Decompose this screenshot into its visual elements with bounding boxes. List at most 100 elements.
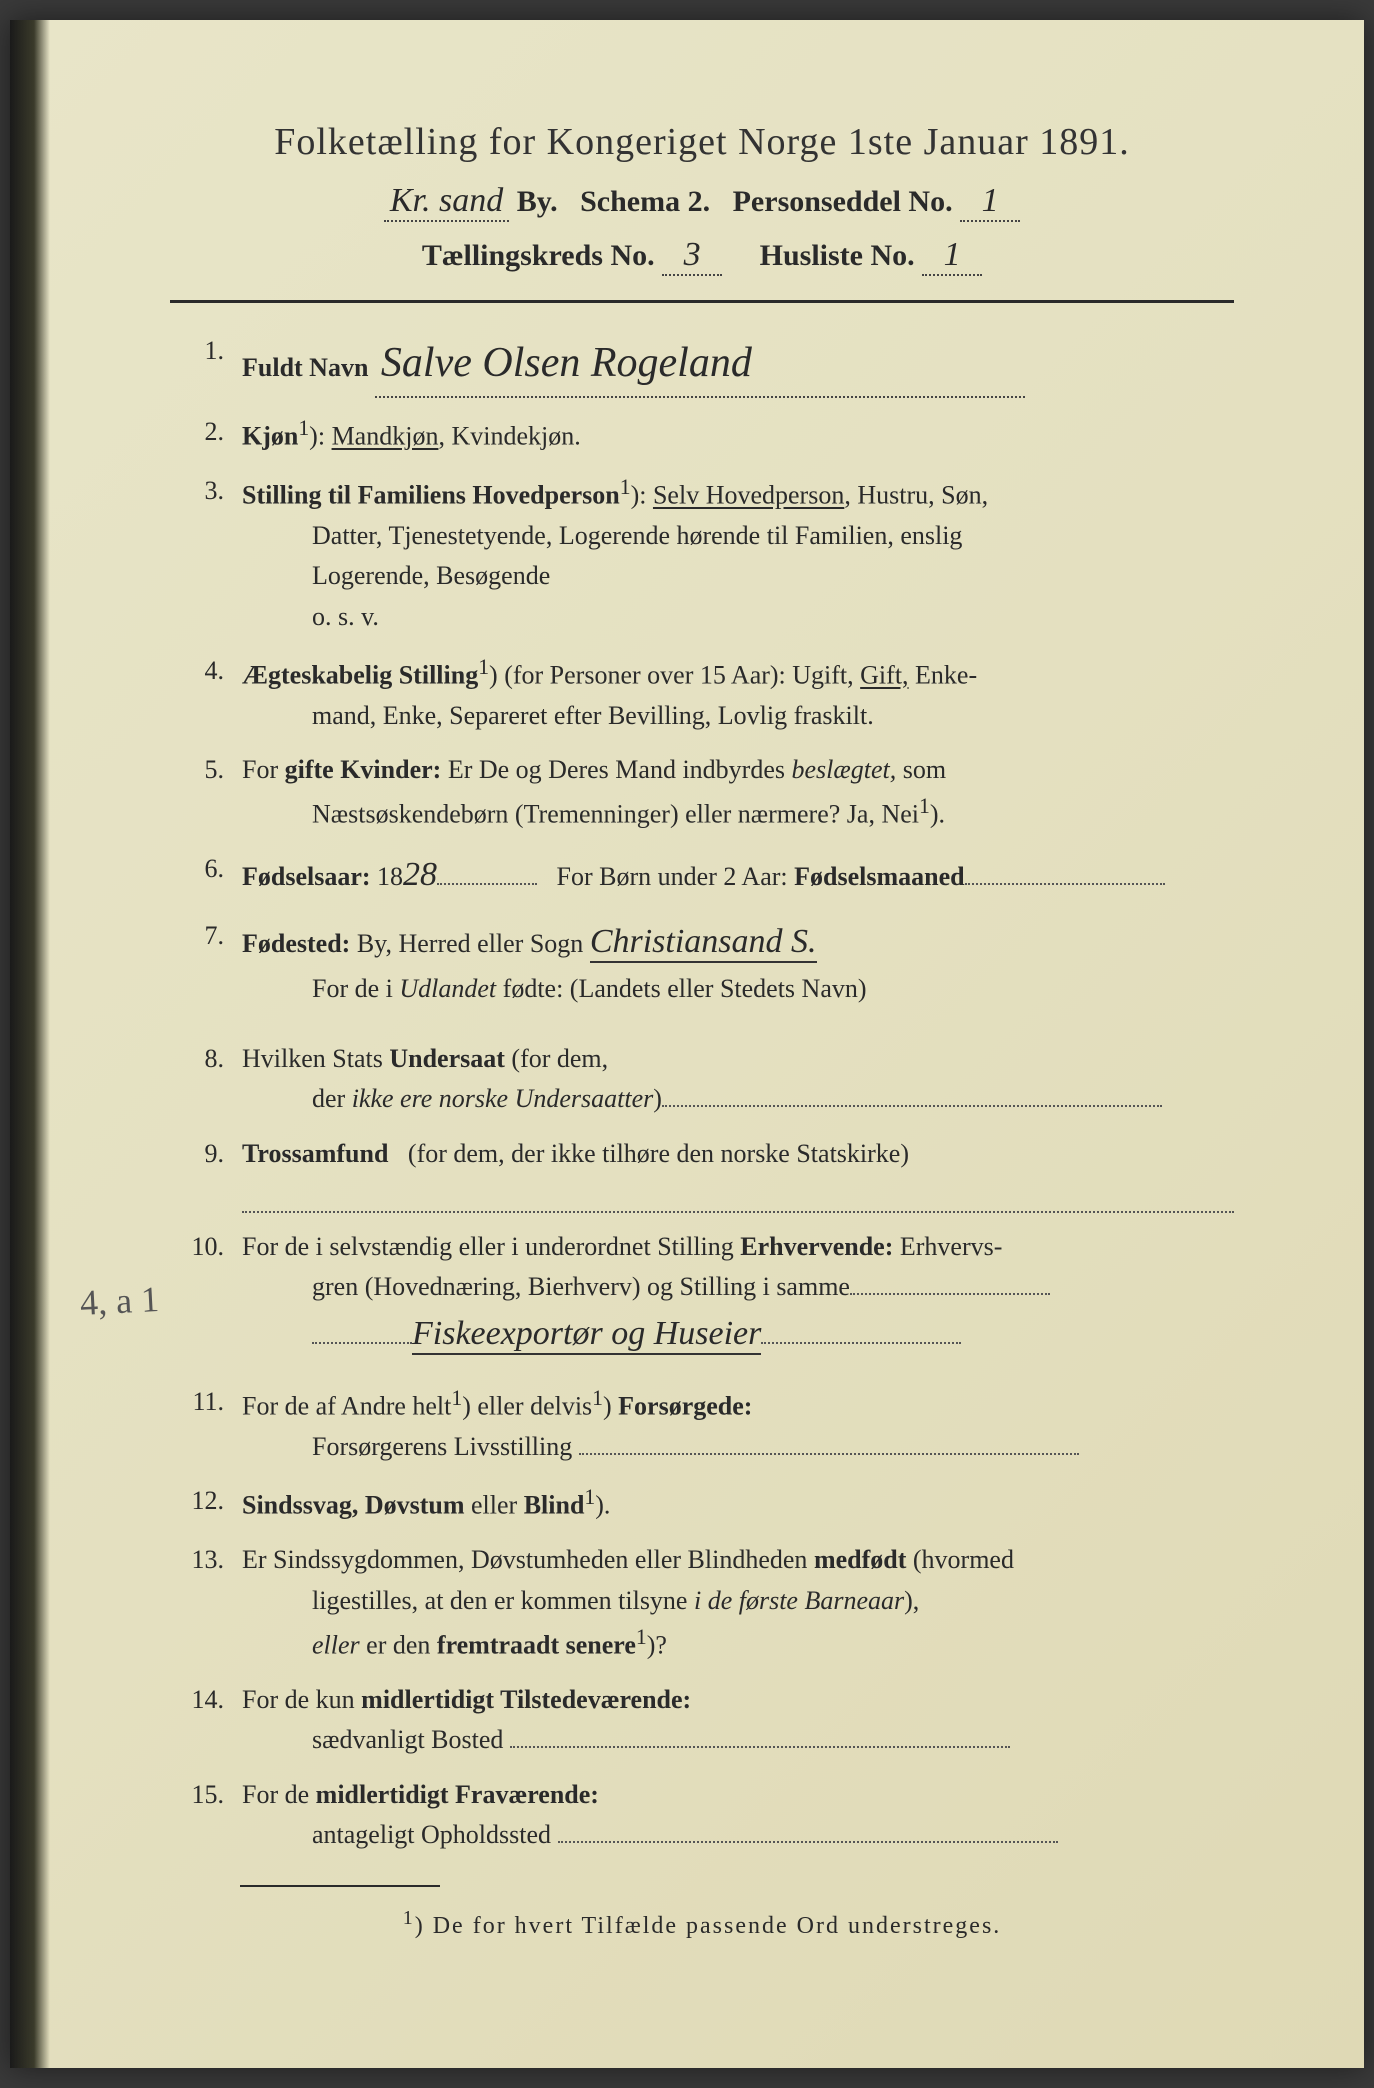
personseddel-no: 1 [960,182,1020,222]
item-num: 3. [180,471,242,637]
kreds-label: Tællingskreds No. [422,239,655,272]
item-text3: ) [603,1392,618,1421]
item-text2: Erhvervs- [893,1232,1002,1261]
dotfill [965,883,1165,885]
header-line-2: Kr. sand By. Schema 2. Personseddel No. … [170,182,1234,222]
item-4: 4. Ægteskabelig Stilling1) (for Personer… [180,651,1234,736]
item-label: Fødselsaar: [242,862,371,891]
item-num: 11. [180,1382,242,1467]
footnote-sup: 1 [403,1907,415,1929]
city-handwritten: Kr. sand [384,182,509,222]
header-line-3: Tællingskreds No. 3 Husliste No. 1 [170,236,1234,276]
item-label: Ægteskabelig Stilling [242,661,478,690]
item-text: Er De og Deres Mand indbyrdes [441,755,791,784]
occupation-handwritten: Fiskeexportør og Huseier [412,1315,761,1355]
footnote-ref: 1 [478,655,489,679]
item-num: 7. [180,916,242,1009]
item-pre: For [242,755,285,784]
item-label: Sindssvag, Døvstum [242,1491,465,1520]
item-text: For de kun [242,1685,361,1714]
item-num: 4. [180,651,242,736]
item-text: For Børn under 2 Aar: [557,862,795,891]
occupation-line: Fiskeexportør og Huseier [242,1308,1234,1361]
item-num: 1. [180,331,242,398]
footnote-ref: 1 [451,1386,462,1410]
item-num: 8. [180,1039,242,1120]
item-text: (for Personer over 15 Aar): Ugift, [498,661,860,690]
item-label: gifte Kvinder: [285,755,442,784]
item-11: 11. For de af Andre helt1) eller delvis1… [180,1382,1234,1467]
husliste-label: Husliste No. [760,239,915,272]
item-8: 8. Hvilken Stats Undersaat (for dem, der… [180,1039,1234,1120]
sex-underlined: Mandkjøn [332,422,439,451]
item-9: 9. Trossamfund (for dem, der ikke tilhør… [180,1134,1234,1213]
item-text: For de af Andre helt [242,1392,451,1421]
item-line3: eller er den fremtraadt senere1)? [242,1621,1234,1666]
item-label: Trossamfund [242,1139,388,1168]
dotfill [510,1746,1010,1748]
item-text: , Hustru, Søn, [844,481,988,510]
item-line2: ligestilles, at den er kommen tilsyne i … [242,1581,1234,1621]
item-line2: der ikke ere norske Undersaatter) [242,1079,1234,1119]
item-text: eller [465,1491,524,1520]
footnote-ref: 1 [584,1485,595,1509]
item-line3: Logerende, Besøgende [242,556,1234,596]
dotfill [662,1105,1162,1107]
item-label: midlertidigt Tilstedeværende: [361,1685,691,1714]
marital-underlined: Gift, [860,661,908,690]
item-label: Fuldt Navn [242,353,368,382]
margin-annotation: 4, a 1 [79,1278,160,1324]
form-title: Folketælling for Kongeriget Norge 1ste J… [170,120,1234,164]
dotfill [312,1342,412,1344]
item-14: 14. For de kun midlertidigt Tilstedevære… [180,1680,1234,1761]
item-text2: (hvormed [906,1545,1014,1574]
item-label2: Blind [524,1491,585,1520]
item-text: (for dem, der ikke tilhøre den norske St… [408,1139,909,1168]
item-line2: mand, Enke, Separeret efter Bevilling, L… [242,696,1234,736]
dotfill [437,883,537,885]
item-text2: ) eller delvis [462,1392,592,1421]
item-num: 14. [180,1680,242,1761]
item-line2: sædvanligt Bosted [242,1720,1234,1760]
footnote: 1) De for hvert Tilfælde passende Ord un… [170,1907,1234,1940]
item-label2: Fødselsmaaned [794,862,964,891]
item-line2: antageligt Opholdssted [242,1815,1234,1855]
item-6: 6. Fødselsaar: 1828 For Børn under 2 Aar… [180,849,1234,902]
item-3: 3. Stilling til Familiens Hovedperson1):… [180,471,1234,637]
item-label: midlertidigt Fraværende: [316,1780,599,1809]
item-line2: For de i Udlandet fødte: (Landets eller … [242,969,1234,1009]
item-text: For de [242,1780,316,1809]
item-text2: Enke- [909,661,978,690]
dotfill [242,1174,1234,1213]
city-label: By. [517,185,558,218]
census-form-page: 4, a 1 Folketælling for Kongeriget Norge… [10,20,1364,2068]
footnote-ref: 1 [620,475,631,499]
item-label: Kjøn [242,422,298,451]
footnote-ref: 1 [592,1386,603,1410]
item-5: 5. For gifte Kvinder: Er De og Deres Man… [180,750,1234,835]
item-1: 1. Fuldt Navn Salve Olsen Rogeland [180,331,1234,398]
item-label: Forsørgede: [618,1392,752,1421]
position-underlined: Selv Hovedperson [653,481,844,510]
item-7: 7. Fødested: By, Herred eller Sogn Chris… [180,916,1234,1009]
item-13: 13. Er Sindssygdommen, Døvstumheden elle… [180,1540,1234,1666]
kreds-no: 3 [662,236,722,276]
dotfill [579,1453,1079,1455]
footnote-ref: 1 [298,416,309,440]
schema-label: Schema 2. [580,185,710,218]
birth-year-handwritten: 28 [403,856,437,893]
footnote-divider [240,1885,440,1887]
item-text: Hvilken Stats [242,1044,389,1073]
item-line4: o. s. v. [242,597,1234,637]
item-label: medfødt [814,1545,906,1574]
item-label: Fødested: [242,929,350,958]
item-num: 2. [180,412,242,457]
item-text2: (for dem, [505,1044,608,1073]
item-num: 9. [180,1134,242,1213]
item-text: Er Sindssygdommen, Døvstumheden eller Bl… [242,1545,814,1574]
year-prefix: 18 [377,862,403,891]
item-text2: som [896,755,946,784]
footnote-text: ) De for hvert Tilfælde passende Ord und… [415,1913,1002,1939]
item-label: Stilling til Familiens Hovedperson [242,481,620,510]
dotfill [558,1841,1058,1843]
